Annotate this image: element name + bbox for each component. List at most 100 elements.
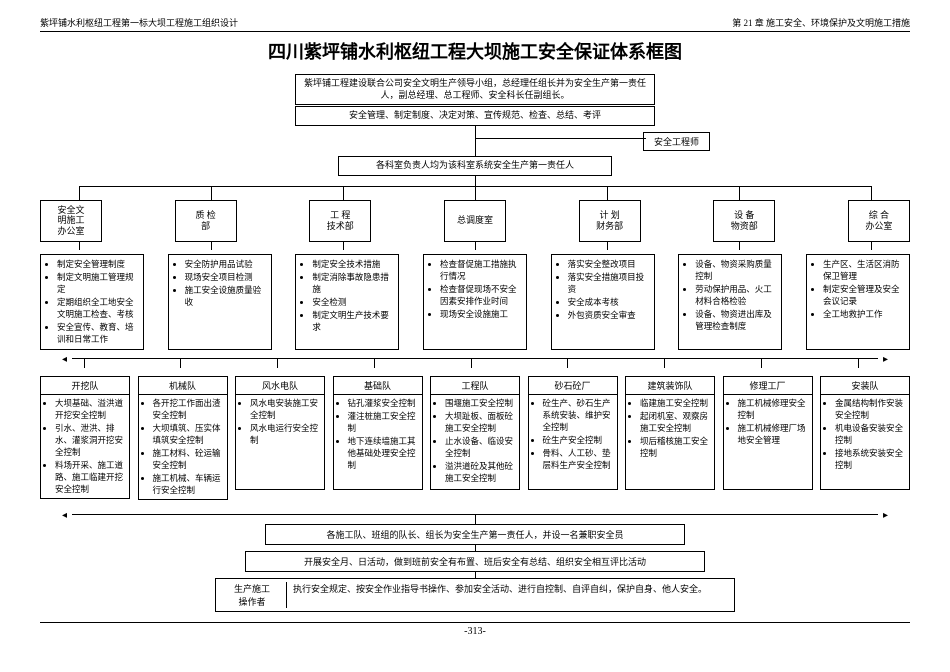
arrow-right-icon: ▸ [883,510,888,521]
detail-item: 设备、物资进出库及管理检查制度 [695,308,779,332]
detail-item: 检查督促施工措施执行情况 [440,258,524,282]
team-item: 各开挖工作面出渣安全控制 [153,397,225,421]
team-body: 临建施工安全控制起闭机室、观察房施工安全控制坝后稽核施工安全控制 [625,395,715,490]
department-box: 设 备 物资部 [713,200,775,242]
detail-item: 制定安全管理及安全会议记录 [823,283,907,307]
department-box: 工 程 技术部 [309,200,371,242]
team-head: 机械队 [138,376,228,395]
detail-item: 安全成本考核 [568,296,652,308]
detail-item: 落实安全措施项目投资 [568,271,652,295]
team-head: 工程队 [430,376,520,395]
bottom-box-3: 生产施工 操作者 执行安全规定、按安全作业指导书操作、参加安全活动、进行自控制、… [215,578,735,612]
team-item: 钻孔灌浆安全控制 [348,397,420,409]
team-head: 风水电队 [235,376,325,395]
detail-item: 制定消除事故隐患措施 [312,271,396,295]
team-column: 修理工厂施工机械修理安全控制施工机械修理厂场地安全管理 [723,376,813,500]
team-column: 建筑装饰队临建施工安全控制起闭机室、观察房施工安全控制坝后稽核施工安全控制 [625,376,715,500]
team-body: 钻孔灌浆安全控制灌注桩施工安全控制地下连续墙施工其他基础处理安全控制 [333,395,423,490]
detail-item: 现场安全项目检测 [185,271,269,283]
detail-item: 设备、物资采购质量控制 [695,258,779,282]
team-row: 开挖队大坝基础、溢洪道开挖安全控制引水、泄洪、排水、灌浆洞开挖安全控制料场开采、… [40,376,910,500]
department-detail-box: 安全防护用品试验现场安全项目检测施工安全设施质量验收 [168,254,272,350]
team-head: 安装队 [820,376,910,395]
department-box: 总调度室 [444,200,506,242]
team-item: 金属结构制作安装安全控制 [835,397,907,421]
department-box: 质 检 部 [175,200,237,242]
detail-item: 安全防护用品试验 [185,258,269,270]
team-item: 施工材料、砼运输安全控制 [153,447,225,471]
team-column: 机械队各开挖工作面出渣安全控制大坝填筑、压实体填筑安全控制施工材料、砼运输安全控… [138,376,228,500]
team-item: 料场开采、施工道路、施工临建开挖安全控制 [55,459,127,495]
team-head: 基础队 [333,376,423,395]
department-box: 综 合 办公室 [848,200,910,242]
department-row: 安全文 明施工 办公室 质 检 部 工 程 技术部 总调度室 计 划 财务部 设 备 物资… [40,200,910,242]
team-body: 围堰施工安全控制大坝趾板、面板砼施工安全控制止水设备、临设安全控制溢洪道砼及其他… [430,395,520,490]
bottom-box-2: 开展安全月、日活动，做到班前安全有布置、班后安全有总结、组织安全相互评比活动 [245,551,705,572]
bottom-box-3-text: 执行安全规定、按安全作业指导书操作、参加安全活动、进行自控制、自评自纠，保护自身… [293,582,728,608]
team-item: 施工机械修理厂场地安全管理 [738,422,810,446]
team-item: 大坝填筑、压实体填筑安全控制 [153,422,225,446]
department-detail-box: 生产区、生活区消防保卫管理制定安全管理及安全会议记录全工地救护工作 [806,254,910,350]
team-item: 接地系统安装安全控制 [835,447,907,471]
detail-item: 落实安全整改项目 [568,258,652,270]
arrow-left-icon: ◂ [62,354,67,365]
team-item: 大坝基础、溢洪道开挖安全控制 [55,397,127,421]
team-body: 风水电安装施工安全控制风水电运行安全控制 [235,395,325,490]
team-item: 起闭机室、观察房施工安全控制 [640,410,712,434]
bottom-box-3-label: 生产施工 操作者 [222,582,287,608]
team-item: 风水电安装施工安全控制 [250,397,322,421]
arrow-right-icon: ▸ [883,354,888,365]
team-column: 风水电队风水电安装施工安全控制风水电运行安全控制 [235,376,325,500]
team-body: 金属结构制作安装安全控制机电设备安装安全控制接地系统安装安全控制 [820,395,910,490]
department-box: 安全文 明施工 办公室 [40,200,102,242]
team-column: 开挖队大坝基础、溢洪道开挖安全控制引水、泄洪、排水、灌浆洞开挖安全控制料场开采、… [40,376,130,500]
page-footer: -313- [40,622,910,637]
team-item: 灌注桩施工安全控制 [348,410,420,434]
detail-item: 生产区、生活区消防保卫管理 [823,258,907,282]
team-item: 机电设备安装安全控制 [835,422,907,446]
team-item: 风水电运行安全控制 [250,422,322,446]
header-right: 第 21 章 施工安全、环境保护及文明施工措施 [732,16,910,29]
team-body: 砼生产、砂石生产系统安装、维护安全控制砼生产安全控制骨料、人工砂、垫层料生产安全… [528,395,618,490]
detail-item: 定期组织全工地安全文明施工检查、考核 [57,296,141,320]
topbox-3: 各科室负责人均为该科室系统安全生产第一责任人 [338,156,612,176]
team-item: 骨料、人工砂、垫层料生产安全控制 [543,447,615,471]
detail-item: 现场安全设施施工 [440,308,524,320]
topbox-1: 紫坪铺工程建设联合公司安全文明生产领导小组，总经理任组长并为安全生产第一责任人，… [295,74,655,105]
team-body: 大坝基础、溢洪道开挖安全控制引水、泄洪、排水、灌浆洞开挖安全控制料场开采、施工道… [40,395,130,499]
department-box: 计 划 财务部 [579,200,641,242]
team-head: 开挖队 [40,376,130,395]
detail-item: 劳动保护用品、火工材料合格检验 [695,283,779,307]
team-item: 施工机械修理安全控制 [738,397,810,421]
team-item: 临建施工安全控制 [640,397,712,409]
header-left: 紫坪铺水利枢纽工程第一标大坝工程施工组织设计 [40,16,238,29]
page-title: 四川紫坪铺水利枢纽工程大坝施工安全保证体系框图 [40,38,910,64]
detail-item: 施工安全设施质量验收 [185,284,269,308]
department-detail-box: 落实安全整改项目落实安全措施项目投资安全成本考核外包资质安全审查 [551,254,655,350]
team-item: 坝后稽核施工安全控制 [640,435,712,459]
team-item: 大坝趾板、面板砼施工安全控制 [445,410,517,434]
bottom-box-1: 各施工队、班组的队长、组长为安全生产第一责任人，并设一名兼职安全员 [265,524,685,545]
detail-item: 制定文明施工管理规定 [57,271,141,295]
detail-item: 制定安全管理制度 [57,258,141,270]
department-detail-box: 设备、物资采购质量控制劳动保护用品、火工材料合格检验设备、物资进出库及管理检查制… [678,254,782,350]
team-item: 溢洪道砼及其他砼施工安全控制 [445,460,517,484]
team-item: 围堰施工安全控制 [445,397,517,409]
detail-item: 安全检测 [312,296,396,308]
team-item: 地下连续墙施工其他基础处理安全控制 [348,435,420,471]
team-item: 引水、泄洪、排水、灌浆洞开挖安全控制 [55,422,127,458]
team-body: 施工机械修理安全控制施工机械修理厂场地安全管理 [723,395,813,490]
detail-item: 制定安全技术措施 [312,258,396,270]
team-head: 砂石砼厂 [528,376,618,395]
team-head: 修理工厂 [723,376,813,395]
department-detail-box: 检查督促施工措施执行情况检查督促现场不安全因素安排作业时间现场安全设施施工 [423,254,527,350]
team-column: 基础队钻孔灌浆安全控制灌注桩施工安全控制地下连续墙施工其他基础处理安全控制 [333,376,423,500]
team-body: 各开挖工作面出渣安全控制大坝填筑、压实体填筑安全控制施工材料、砼运输安全控制施工… [138,395,228,500]
topbox-2: 安全管理、制定制度、决定对策、宣传规范、检查、总结、考评 [295,106,655,126]
detail-item: 外包资质安全审查 [568,309,652,321]
detail-item: 制定文明生产技术要求 [312,309,396,333]
team-column: 工程队围堰施工安全控制大坝趾板、面板砼施工安全控制止水设备、临设安全控制溢洪道砼… [430,376,520,500]
team-item: 施工机械、车辆运行安全控制 [153,472,225,496]
department-detail-row: 制定安全管理制度制定文明施工管理规定定期组织全工地安全文明施工检查、考核安全宣传… [40,254,910,350]
department-detail-box: 制定安全技术措施制定消除事故隐患措施安全检测制定文明生产技术要求 [295,254,399,350]
